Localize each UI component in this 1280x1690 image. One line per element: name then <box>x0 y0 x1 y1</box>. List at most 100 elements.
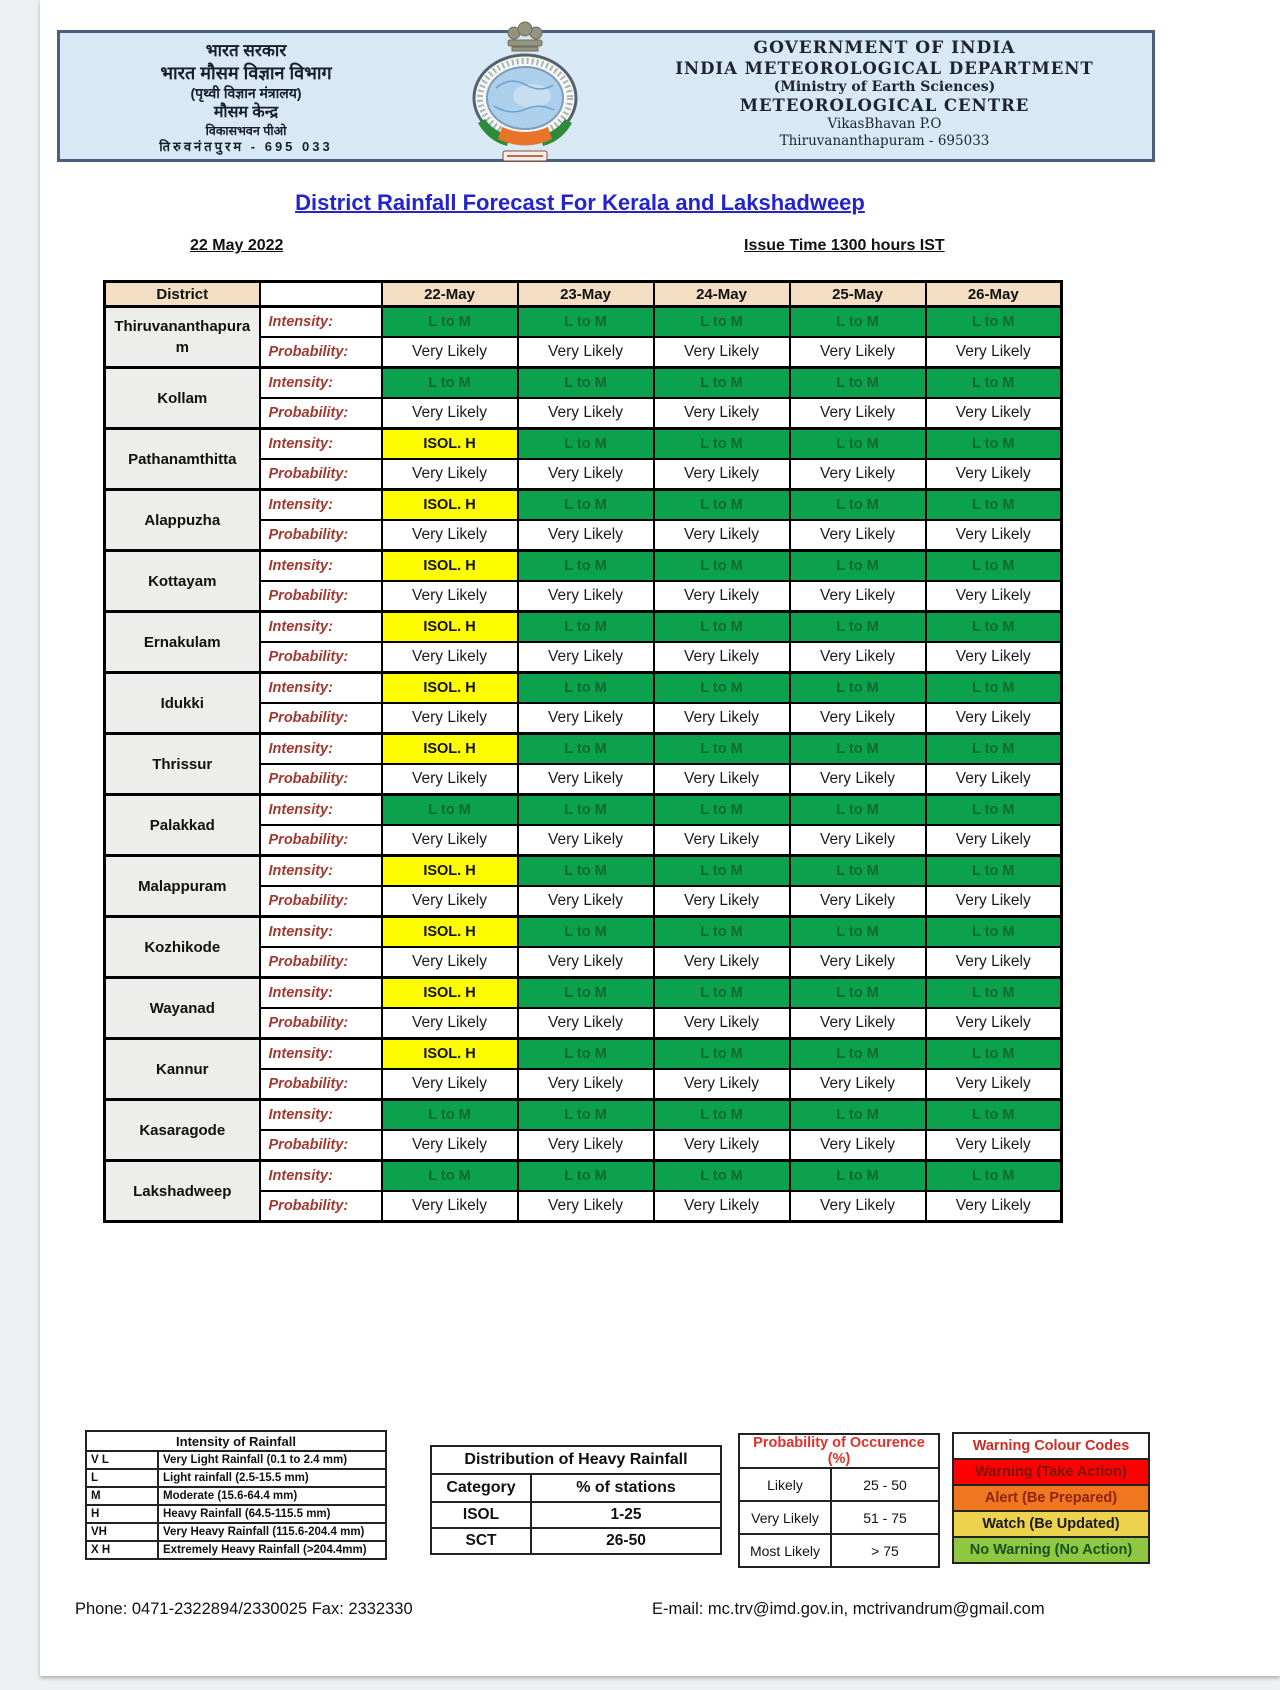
probability-cell: Very Likely <box>380 762 519 796</box>
intensity-cell: L to M <box>652 976 791 1009</box>
issue-date: 22 May 2022 <box>190 237 284 254</box>
letterhead-line: METEOROLOGICAL CENTRE <box>739 95 1030 115</box>
intensity-cell: L to M <box>516 671 655 704</box>
probability-cell: Very Likely <box>924 396 1063 430</box>
probability-label: Probability: <box>258 1067 383 1101</box>
intensity-code: X H <box>85 1540 159 1560</box>
probability-label: Probability: <box>258 945 383 979</box>
intensity-legend-title: Intensity of Rainfall <box>85 1430 387 1452</box>
intensity-cell: ISOL. H <box>380 1037 519 1070</box>
letterhead-line: GOVERNMENT OF INDIA <box>753 38 1016 58</box>
probability-label: Probability: <box>258 518 383 552</box>
distribution-header-category: Category <box>430 1473 532 1503</box>
intensity-cell: L to M <box>516 488 655 521</box>
intensity-code: V L <box>85 1450 159 1470</box>
district-probability-row: Probability: Very Likely Very Likely Very L… <box>105 701 1063 735</box>
issue-time: Issue Time 1300 hours IST <box>744 237 945 254</box>
district-probability-row: Probability: Very Likely Very Likely Very L… <box>105 823 1063 857</box>
probability-cell: Very Likely <box>788 579 927 613</box>
intensity-cell: L to M <box>788 488 927 521</box>
probability-cell: Very Likely <box>924 884 1063 918</box>
intensity-cell: L to M <box>652 671 791 704</box>
intensity-cell: L to M <box>924 366 1063 399</box>
intensity-cell: L to M <box>924 549 1063 582</box>
probability-cell: Very Likely <box>380 396 519 430</box>
intensity-cell: L to M <box>788 854 927 887</box>
intensity-cell: L to M <box>788 793 927 826</box>
intensity-label: Intensity: <box>258 793 383 826</box>
probability-cell: Very Likely <box>788 945 927 979</box>
intensity-cell: L to M <box>924 915 1063 948</box>
probability-cell: Very Likely <box>516 762 655 796</box>
letterhead-line: Thiruvananthapuram - 695033 <box>779 132 990 149</box>
intensity-cell: ISOL. H <box>380 915 519 948</box>
intensity-legend-row: L Light rainfall (2.5-15.5 mm) <box>85 1468 387 1488</box>
intensity-cell: L to M <box>516 854 655 887</box>
intensity-legend-row: X H Extremely Heavy Rainfall (>204.4mm) <box>85 1540 387 1560</box>
bulletin-page: भारत सरकार भारत मौसम विज्ञान विभाग (पृथ्… <box>40 0 1280 1676</box>
intensity-cell: L to M <box>924 793 1063 826</box>
intensity-legend-row: V L Very Light Rainfall (0.1 to 2.4 mm) <box>85 1450 387 1470</box>
intensity-cell: L to M <box>516 915 655 948</box>
probability-label: Probability: <box>258 457 383 491</box>
letterhead-line: विकासभवन पीओ <box>205 124 287 139</box>
district-name: Kottayam <box>103 549 261 613</box>
probability-label: Probability: <box>258 884 383 918</box>
intensity-cell: L to M <box>516 1159 655 1192</box>
letterhead-line: मौसम केन्द्र <box>213 103 279 121</box>
imd-emblem-icon <box>472 21 577 162</box>
intensity-legend-row: VH Very Heavy Rainfall (115.6-204.4 mm) <box>85 1522 387 1542</box>
probability-cell: Very Likely <box>924 823 1063 857</box>
intensity-cell: L to M <box>788 366 927 399</box>
district-probability-row: Probability: Very Likely Very Likely Very L… <box>105 396 1063 430</box>
intensity-cell: L to M <box>788 549 927 582</box>
intensity-code: M <box>85 1486 159 1506</box>
intensity-label: Intensity: <box>258 305 383 338</box>
intensity-cell: L to M <box>380 1098 519 1131</box>
intensity-label: Intensity: <box>258 366 383 399</box>
district-name: Malappuram <box>103 854 261 918</box>
district-name: Thrissur <box>103 732 261 796</box>
probability-cell: Very Likely <box>924 1189 1063 1223</box>
intensity-cell: ISOL. H <box>380 671 519 704</box>
district-probability-row: Probability: Very Likely Very Likely Very L… <box>105 884 1063 918</box>
intensity-cell: L to M <box>652 732 791 765</box>
probability-cell: Very Likely <box>788 1006 927 1040</box>
distribution-category: ISOL <box>430 1501 532 1529</box>
intensity-cell: L to M <box>516 793 655 826</box>
intensity-cell: L to M <box>652 1159 791 1192</box>
probability-legend: Probability of Occurence (%) Likely 25 - … <box>738 1433 940 1568</box>
probability-cell: Very Likely <box>652 884 791 918</box>
intensity-cell: L to M <box>516 366 655 399</box>
probability-label: Probability: <box>258 579 383 613</box>
district-name: Pathanamthitta <box>103 427 261 491</box>
intensity-cell: ISOL. H <box>380 488 519 521</box>
probability-range: > 75 <box>830 1533 940 1568</box>
intensity-cell: L to M <box>788 671 927 704</box>
district-probability-row: Probability: Very Likely Very Likely Very L… <box>105 579 1063 613</box>
probability-label: Probability: <box>258 1006 383 1040</box>
probability-cell: Very Likely <box>652 335 791 369</box>
intensity-cell: L to M <box>652 854 791 887</box>
page-title: District Rainfall Forecast For Kerala an… <box>295 190 865 215</box>
letterhead-line: भारत सरकार <box>205 41 287 60</box>
probability-label: Probability: <box>258 396 383 430</box>
probability-cell: Very Likely <box>380 1128 519 1162</box>
intensity-cell: L to M <box>788 1098 927 1131</box>
warning-codes-title: Warning Colour Codes <box>952 1432 1150 1460</box>
probability-legend-row: Likely 25 - 50 <box>738 1467 940 1502</box>
probability-cell: Very Likely <box>652 1189 791 1223</box>
col-header-district: District <box>103 280 261 308</box>
probability-cell: Very Likely <box>516 1128 655 1162</box>
probability-range: 51 - 75 <box>830 1500 940 1535</box>
distribution-category: SCT <box>430 1527 532 1555</box>
imd-emblem-logo <box>432 21 617 162</box>
intensity-cell: L to M <box>788 1159 927 1192</box>
intensity-cell: ISOL. H <box>380 610 519 643</box>
intensity-cell: L to M <box>924 427 1063 460</box>
